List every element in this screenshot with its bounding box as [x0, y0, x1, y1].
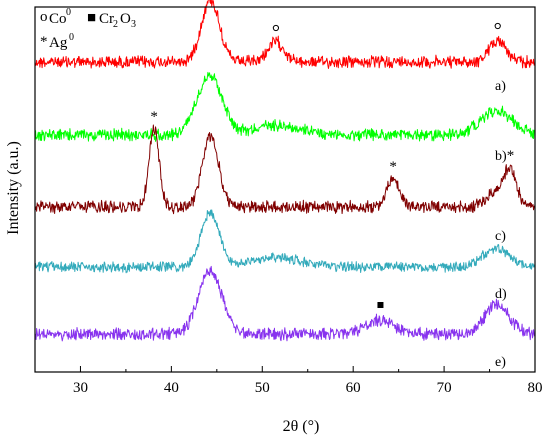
- series-line-b: [34, 71, 536, 142]
- legend: o Co 0 ■ Cr 2 O 3 * Ag 0: [40, 7, 136, 51]
- series-layer: [34, 0, 536, 342]
- series-line-a: [34, 0, 536, 69]
- series-labels: a) b) c) d) e): [495, 79, 507, 370]
- series-line-d: [34, 209, 536, 274]
- legend-cr-sub: 2: [113, 19, 118, 30]
- x-tick-label: 50: [255, 380, 270, 396]
- x-tick-label: 70: [437, 380, 452, 396]
- legend-o-text: O: [120, 11, 131, 27]
- x-axis-ticks: 30 40 50 60 70 80: [34, 366, 543, 396]
- legend-o-sub: 3: [131, 19, 136, 30]
- legend-ag-symbol: *: [40, 34, 48, 50]
- x-tick-label: 40: [164, 380, 179, 396]
- x-axis-label: 2θ (°): [283, 418, 320, 435]
- x-tick-label: 30: [73, 380, 88, 396]
- series-label-c: c): [495, 229, 506, 244]
- legend-co-symbol: o: [40, 9, 48, 25]
- legend-ag-species: Ag: [49, 35, 68, 51]
- co-peak-marker: [272, 24, 280, 32]
- x-tick-label: 60: [346, 380, 361, 396]
- legend-ag-superscript: 0: [69, 32, 74, 43]
- legend-co-species: Co: [49, 11, 67, 27]
- series-label-e: e): [495, 355, 506, 370]
- peak-markers: * * *: [150, 22, 515, 308]
- legend-co-superscript: 0: [66, 7, 71, 18]
- co-peak-marker: [494, 22, 501, 30]
- series-label-d: d): [495, 287, 507, 302]
- series-label-b: b): [495, 149, 507, 164]
- legend-cr2o3-symbol: ■: [87, 10, 96, 26]
- series-line-e: [34, 265, 536, 342]
- ag-peak-marker: *: [507, 148, 515, 164]
- ag-peak-marker: *: [150, 109, 158, 125]
- ag-peak-marker: *: [389, 159, 397, 175]
- series-label-a: a): [495, 79, 506, 94]
- plot-frame: [34, 6, 536, 373]
- legend-cr-text: Cr: [99, 11, 114, 27]
- x-tick-label: 80: [528, 380, 543, 396]
- series-line-c: [34, 124, 536, 215]
- y-axis-label: Intensity (a.u.): [5, 141, 22, 235]
- cr2o3-peak-marker: [377, 302, 384, 308]
